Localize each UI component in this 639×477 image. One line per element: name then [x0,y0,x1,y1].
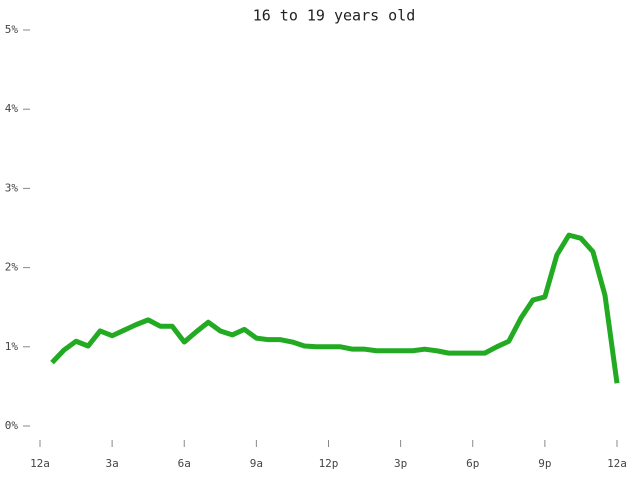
y-tick-label: 4% [5,102,19,115]
chart-title: 16 to 19 years old [253,7,416,25]
x-tick-label: 12a [607,457,627,470]
x-tick-label: 12p [319,457,339,470]
x-tick-label: 9a [250,457,263,470]
x-tick-label: 6p [466,457,479,470]
x-tick-label: 3p [394,457,407,470]
y-tick-label: 2% [5,261,19,274]
y-tick-label: 3% [5,181,19,194]
data-line [50,232,620,384]
y-tick-label: 5% [5,23,19,36]
x-tick-label: 3a [106,457,119,470]
x-tick-label: 12a [30,457,50,470]
y-tick-label: 0% [5,419,19,432]
y-tick-label: 1% [5,340,19,353]
x-tick-label: 6a [178,457,191,470]
x-tick-label: 9p [538,457,551,470]
